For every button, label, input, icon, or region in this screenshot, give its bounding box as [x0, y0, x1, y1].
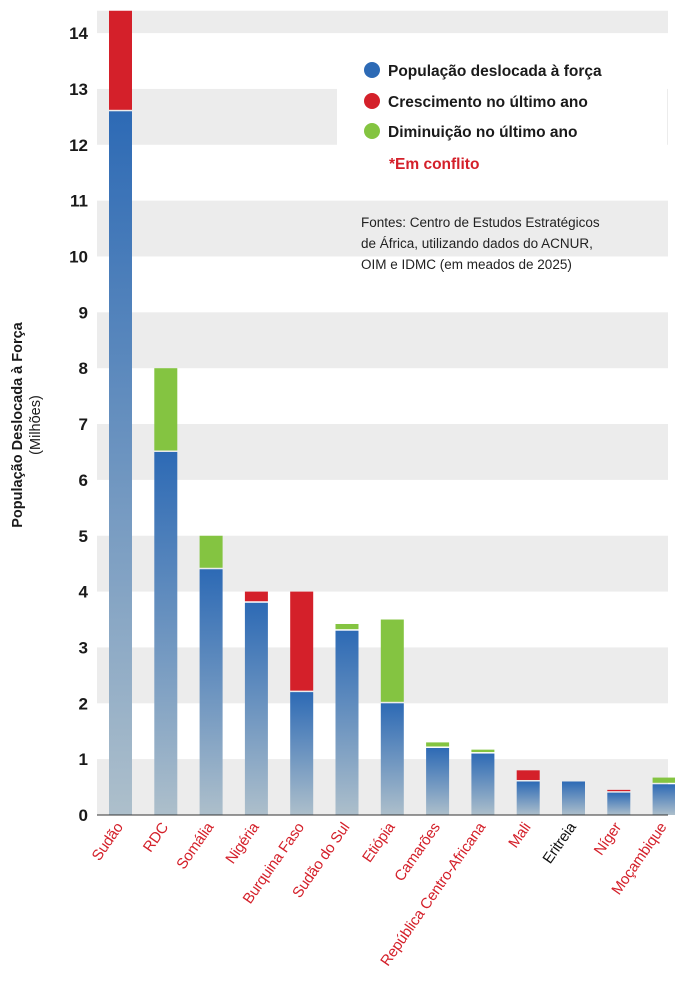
- source-note: Fontes: Centro de Estudos Estratégicos d…: [361, 215, 600, 272]
- bar-displaced: [652, 784, 675, 815]
- grid-band: [97, 10, 668, 34]
- grid-band: [97, 200, 668, 257]
- grid-band: [97, 312, 668, 369]
- legend-swatch-displaced: [364, 62, 380, 78]
- y-tick-label: 4: [79, 583, 89, 602]
- bars: [109, 10, 675, 816]
- bar-displaced: [109, 111, 132, 816]
- bar-decrease: [652, 777, 675, 783]
- bar-displaced: [244, 602, 268, 815]
- legend-backdrop: [337, 46, 667, 174]
- y-tick-label: 9: [79, 303, 88, 322]
- x-tick-label: Eritreia: [540, 819, 581, 867]
- bar-group: [335, 623, 359, 815]
- bar-decrease: [154, 368, 178, 451]
- bar-decrease: [335, 623, 359, 630]
- bar-displaced: [562, 781, 585, 815]
- grid-band: [97, 424, 668, 480]
- grid-bands: [97, 10, 668, 815]
- legend-label-decrease: Diminuição no último ano: [388, 124, 577, 141]
- legend-label-growth: Crescimento no último ano: [388, 94, 588, 111]
- bar-displaced: [471, 753, 495, 815]
- bar-group: [471, 749, 495, 815]
- legend-swatch-decrease: [364, 123, 380, 139]
- legend-conflict-note: *Em conflito: [389, 156, 479, 173]
- y-tick-label: 0: [79, 806, 88, 825]
- y-axis-title-main: População Deslocada à Força: [10, 321, 26, 527]
- source-line-2: de África, utilizando dados do ACNUR,: [361, 236, 593, 251]
- y-tick-label: 6: [79, 471, 88, 490]
- y-tick-label: 13: [69, 80, 88, 99]
- y-tick-label: 5: [79, 527, 88, 546]
- legend-swatch-growth: [364, 93, 380, 109]
- bar-growth: [109, 10, 132, 110]
- bar-group: [290, 591, 314, 815]
- bar-growth: [290, 591, 314, 691]
- bar-group: [562, 781, 585, 815]
- grid-band: [97, 535, 668, 592]
- y-tick-label: 11: [70, 192, 88, 211]
- x-tick-label: Níger: [591, 819, 626, 858]
- bar-decrease: [426, 742, 450, 747]
- bar-displaced: [290, 692, 314, 815]
- bar-displaced: [380, 703, 404, 815]
- bar-group: [199, 535, 223, 815]
- bar-growth: [244, 591, 268, 602]
- bar-group: [607, 789, 631, 815]
- bar-group: [244, 591, 268, 815]
- y-tick-label: 3: [79, 638, 88, 657]
- y-tick-label: 12: [69, 136, 88, 155]
- y-axis-title-unit: (Milhões): [28, 395, 44, 455]
- bar-decrease: [471, 749, 495, 753]
- bar-group: [426, 742, 450, 815]
- source-line-1: Fontes: Centro de Estudos Estratégicos: [361, 215, 600, 230]
- bar-group: [652, 777, 675, 815]
- bar-decrease: [380, 619, 404, 702]
- legend-label-displaced: População deslocada à força: [388, 63, 602, 80]
- bar-group: [154, 368, 178, 815]
- source-line-3: OIM e IDMC (em meados de 2025): [361, 257, 572, 272]
- bar-group: [380, 619, 404, 815]
- bar-displaced: [516, 781, 540, 815]
- x-tick-label: RDC: [140, 819, 172, 855]
- x-tick-label: Mali: [505, 820, 534, 852]
- y-axis-title: População Deslocada à Força (Milhões): [10, 321, 44, 527]
- x-tick-label: Etiópia: [359, 819, 399, 866]
- y-tick-label: 10: [69, 248, 88, 267]
- legend: População deslocada à força Crescimento …: [337, 46, 667, 174]
- x-tick-label: Somália: [173, 819, 218, 873]
- x-tick-label: Nigéria: [222, 819, 263, 867]
- y-tick-label: 14: [69, 24, 88, 43]
- bar-growth: [516, 770, 540, 780]
- x-tick-label: Sudão: [89, 820, 127, 864]
- bar-group: [109, 10, 132, 816]
- y-tick-label: 1: [79, 750, 88, 769]
- y-tick-label: 7: [79, 415, 88, 434]
- bar-displaced: [426, 747, 450, 815]
- bar-displaced: [335, 630, 359, 815]
- bar-growth: [607, 789, 631, 792]
- bar-group: [516, 770, 540, 815]
- bar-displaced: [199, 569, 223, 815]
- bar-displaced: [607, 792, 631, 815]
- y-tick-label: 8: [79, 359, 88, 378]
- y-tick-label: 2: [79, 694, 88, 713]
- bar-displaced: [154, 451, 178, 815]
- bar-decrease: [199, 535, 223, 568]
